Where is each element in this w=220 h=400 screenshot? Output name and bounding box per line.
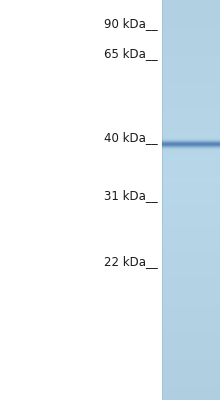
Text: 90 kDa__: 90 kDa__ [104,18,158,30]
Text: 40 kDa__: 40 kDa__ [104,132,158,144]
Text: 31 kDa__: 31 kDa__ [104,190,158,202]
Text: 65 kDa__: 65 kDa__ [104,48,158,60]
Text: 22 kDa__: 22 kDa__ [104,256,158,268]
